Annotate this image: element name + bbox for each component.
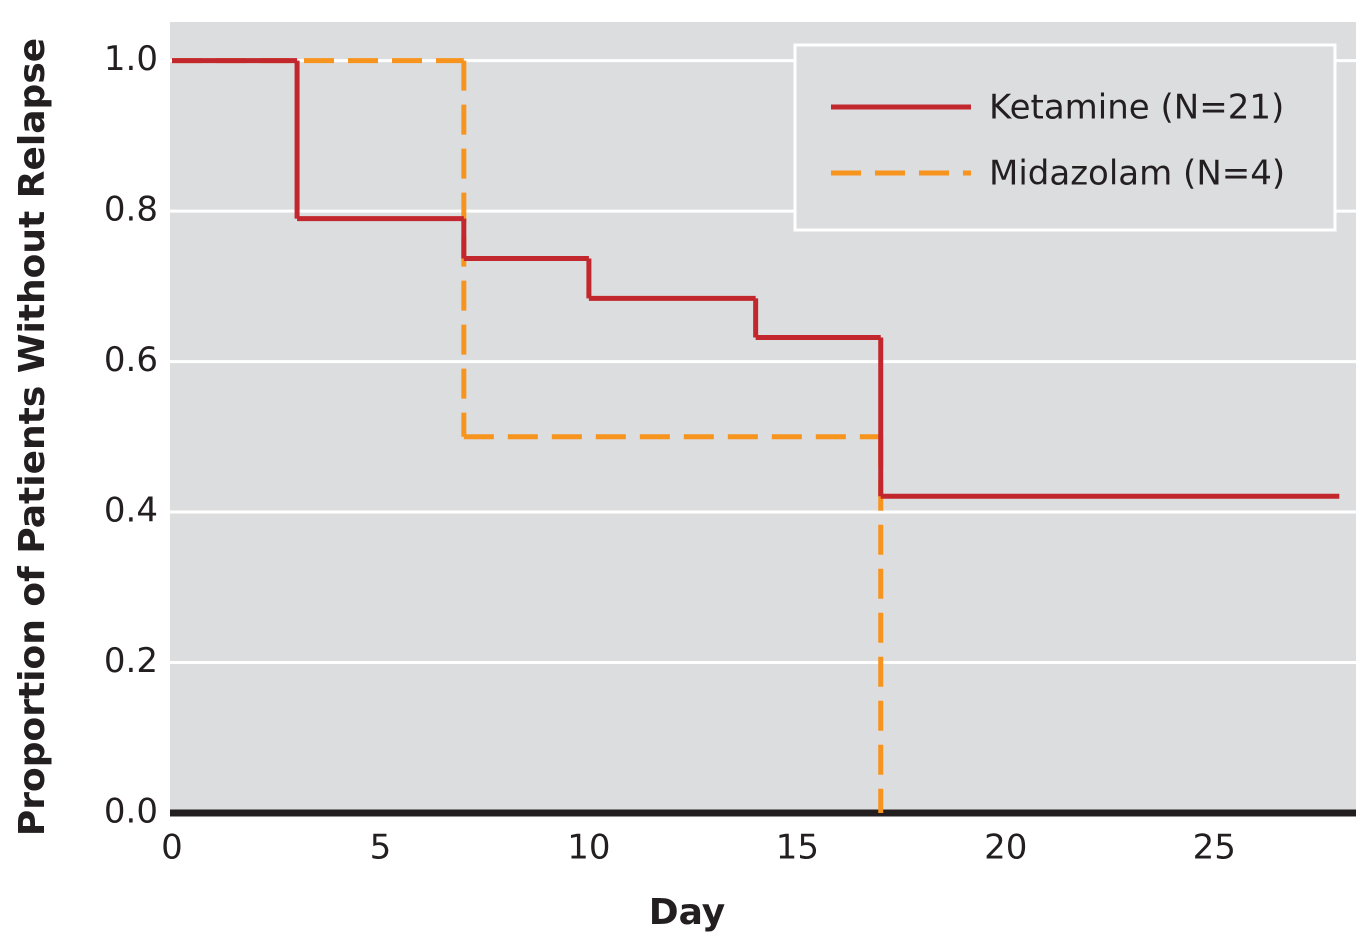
y-tick-label: 0.8: [104, 190, 158, 230]
legend-box: [793, 43, 1337, 232]
y-tick-label: 0.0: [104, 792, 158, 832]
y-axis-title: Proportion of Patients Without Relapse: [12, 38, 53, 836]
y-tick-label: 0.2: [104, 641, 158, 681]
x-tick-label: 20: [984, 828, 1027, 868]
y-tick-label: 1.0: [104, 39, 158, 79]
legend-label: Ketamine (N=21): [989, 88, 1284, 128]
y-tick-label: 0.6: [104, 340, 158, 380]
y-tick-label: 0.4: [104, 491, 158, 531]
x-tick-label: 10: [567, 828, 610, 868]
legend-label: Midazolam (N=4): [989, 154, 1285, 194]
legend: Ketamine (N=21) Midazolam (N=4): [793, 43, 1337, 232]
x-tick-label: 5: [370, 828, 392, 868]
x-tick-label: 15: [776, 828, 819, 868]
x-tick-label: 25: [1193, 828, 1236, 868]
x-tick-label: 0: [161, 828, 183, 868]
x-axis-title: Day: [649, 892, 726, 933]
